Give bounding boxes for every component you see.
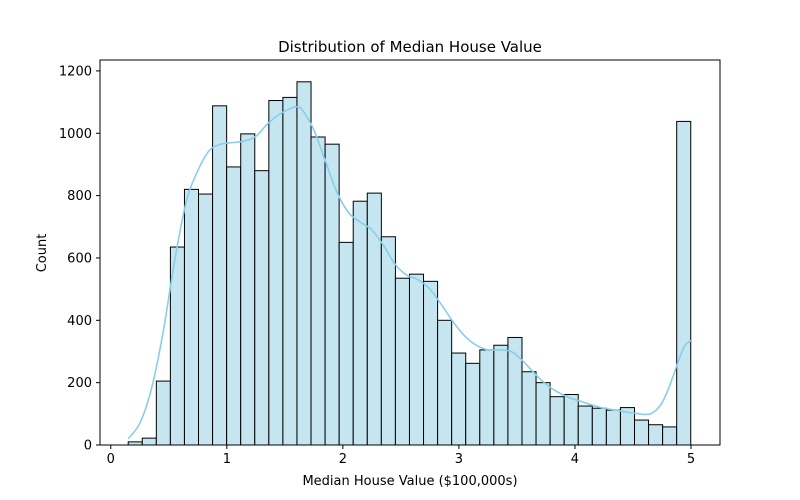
y-axis-ticks: 0 200 400 600 800 1000 1200 xyxy=(59,64,100,454)
x-tick-label: 0 xyxy=(107,452,115,467)
x-tick-label: 5 xyxy=(687,452,695,467)
histogram-bar xyxy=(465,362,481,446)
histogram-bar xyxy=(634,419,650,446)
histogram-bar xyxy=(479,349,495,446)
plot-frame xyxy=(99,59,721,446)
histogram-bar xyxy=(549,396,565,446)
histogram-bar xyxy=(366,192,382,446)
x-tick-label: 1 xyxy=(223,452,231,467)
histogram-bar xyxy=(198,193,214,446)
histogram-bar xyxy=(296,81,312,446)
histogram-bar xyxy=(394,277,410,446)
histogram-bar xyxy=(662,426,678,446)
histogram-bar xyxy=(310,136,326,446)
y-tick-label: 1200 xyxy=(59,64,92,79)
y-tick-label: 1000 xyxy=(59,127,92,142)
y-tick-label: 0 xyxy=(84,439,92,454)
x-axis-ticks: 0 1 2 3 4 5 xyxy=(107,445,695,467)
histogram-bar xyxy=(676,120,692,446)
histogram-bar xyxy=(183,188,200,446)
histogram-bar xyxy=(212,105,228,446)
x-tick-label: 4 xyxy=(571,452,579,467)
histogram-bar xyxy=(338,241,354,446)
histogram-bar xyxy=(437,319,453,446)
histogram-bar xyxy=(268,100,284,446)
histogram-bar xyxy=(380,236,396,446)
histogram-bar xyxy=(254,170,270,446)
histogram-bar xyxy=(535,382,551,446)
histogram-bar xyxy=(493,344,509,446)
histogram-bars xyxy=(127,81,692,446)
histogram-bar xyxy=(324,143,340,446)
histogram-bar xyxy=(423,280,439,446)
histogram-bar xyxy=(155,380,171,446)
x-tick-label: 3 xyxy=(455,452,463,467)
histogram-bar xyxy=(226,166,242,446)
histogram-bar xyxy=(451,352,467,446)
y-tick-label: 400 xyxy=(67,314,92,329)
y-tick-label: 200 xyxy=(67,376,92,391)
histogram-bar xyxy=(591,407,607,446)
kde-curve xyxy=(127,105,692,440)
y-axis-label: Count xyxy=(35,234,50,273)
histogram-bar xyxy=(141,437,157,446)
y-tick-label: 800 xyxy=(67,189,92,204)
histogram-bar xyxy=(240,133,256,446)
x-axis-label: Median House Value ($100,000s) xyxy=(302,474,517,489)
histogram-bar xyxy=(577,405,593,446)
histogram-bar xyxy=(521,371,537,446)
histogram-bar xyxy=(605,409,621,446)
histogram-bar xyxy=(282,96,298,446)
x-tick-label: 2 xyxy=(339,452,347,467)
chart-title: Distribution of Median House Value xyxy=(278,38,542,56)
y-tick-label: 600 xyxy=(67,251,92,266)
histogram-bar xyxy=(408,273,425,446)
histogram-bar xyxy=(352,200,368,446)
histogram-bar xyxy=(563,394,579,446)
histogram-bar xyxy=(648,424,664,446)
